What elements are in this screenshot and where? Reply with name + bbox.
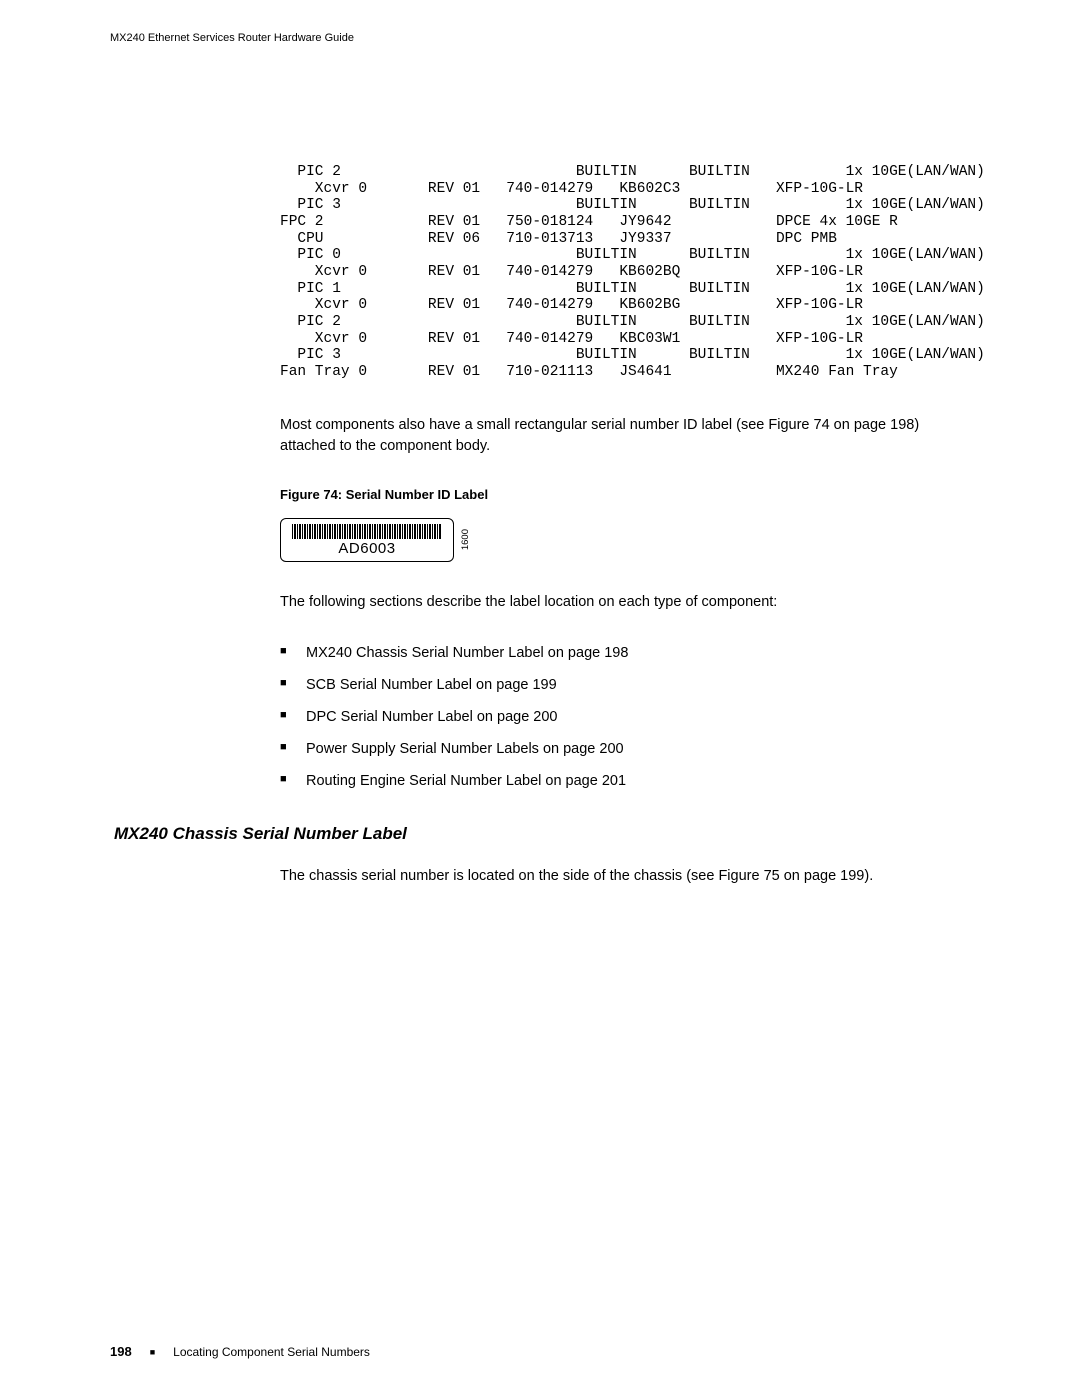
toc-item: SCB Serial Number Label on page 199 <box>280 675 970 696</box>
paragraph-chassis: The chassis serial number is located on … <box>280 866 960 887</box>
hardware-listing: PIC 2 BUILTIN BUILTIN 1x 10GE(LAN/WAN) X… <box>280 164 970 381</box>
paragraph-intro: Most components also have a small rectan… <box>280 415 960 457</box>
toc-item: DPC Serial Number Label on page 200 <box>280 707 970 728</box>
toc-item: Power Supply Serial Number Labels on pag… <box>280 739 970 760</box>
barcode-icon <box>292 524 442 539</box>
serial-label-box: AD6003 <box>280 518 454 562</box>
page-footer: 198 ■ Locating Component Serial Numbers <box>110 1344 370 1359</box>
running-header: MX240 Ethernet Services Router Hardware … <box>110 32 970 44</box>
serial-number-text: AD6003 <box>338 540 395 557</box>
section-toc-list: MX240 Chassis Serial Number Label on pag… <box>280 643 970 792</box>
footer-text: Locating Component Serial Numbers <box>173 1345 370 1359</box>
toc-item: Routing Engine Serial Number Label on pa… <box>280 771 970 792</box>
page-number: 198 <box>110 1344 132 1359</box>
figure-caption: Figure 74: Serial Number ID Label <box>280 487 970 502</box>
paragraph-sections-intro: The following sections describe the labe… <box>280 592 960 613</box>
figure-side-number: 1600 <box>460 529 471 550</box>
footer-square-icon: ■ <box>150 1347 155 1357</box>
serial-label-figure: AD6003 1600 <box>280 518 970 562</box>
section-heading-chassis: MX240 Chassis Serial Number Label <box>114 824 970 844</box>
toc-item: MX240 Chassis Serial Number Label on pag… <box>280 643 970 664</box>
